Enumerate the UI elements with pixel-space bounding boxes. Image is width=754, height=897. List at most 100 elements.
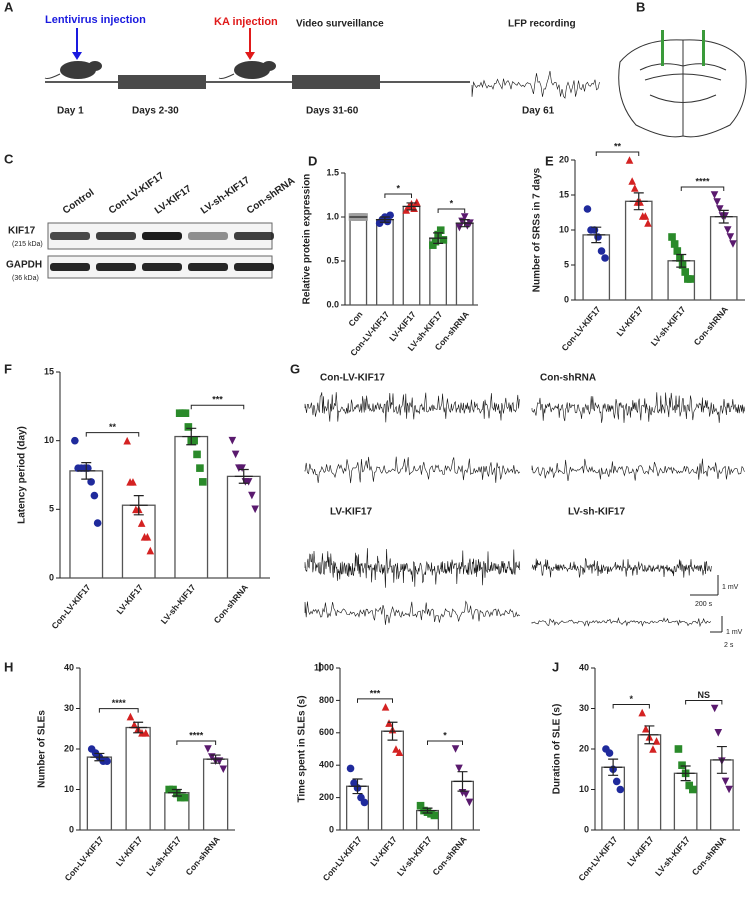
data-point [583,205,592,213]
data-point [641,212,650,220]
x-tick-label: LV-sh-KIF17 [649,304,688,348]
data-point [395,748,404,757]
day-label: Day 61 [522,106,555,117]
x-tick-label: LV-sh-KIF17 [144,834,183,878]
error-bar [429,232,448,244]
data-point [93,519,102,527]
data-point [143,533,152,541]
blot-row-label: KIF17 [8,226,36,237]
lfp-trace [531,392,746,423]
band [188,263,228,271]
y-axis-label: Time spent in SLEs (s) [297,695,308,802]
error-bar [402,202,421,211]
y-axis-label: Relative protein expression [302,174,313,305]
lane-label: LV-sh-KIF17 [199,175,252,217]
day-label: Day 1 [57,106,84,117]
y-tick-label: 10 [579,784,589,794]
brain-section [618,30,747,138]
band [142,263,182,271]
trace-title: Con-shRNA [540,373,596,384]
lfp-trace [531,617,712,628]
sig-bracket [190,404,245,410]
y-tick-label: 20 [559,154,569,164]
lane-label: Control [61,187,97,217]
data-point [638,708,646,717]
sig-label: * [443,730,447,740]
data-point [190,436,198,445]
sig-bracket [612,704,650,709]
data-point [385,719,393,727]
error-bar [206,754,225,764]
band [50,263,90,271]
x-tick-label: Con-shRNA [184,834,222,877]
sig-bracket [98,708,139,713]
sig-bracket [384,193,412,199]
lfp-trace [304,600,520,625]
sig-label: * [396,183,400,193]
error-bar [629,192,648,211]
x-tick-label: Con-LV-KIF17 [321,834,364,883]
band [188,232,228,240]
mouse-icon [218,61,276,79]
data-point [455,223,464,232]
data-point [439,236,448,244]
event-label: Lentivirus injection [45,14,146,26]
data-point [381,703,390,711]
band [96,232,136,240]
x-tick-label: Con-LV-KIF17 [63,834,106,883]
bar [349,216,368,306]
data-point [601,254,609,262]
data-point [649,745,657,753]
y-tick-label: 1.5 [326,167,339,177]
day-label: Days 31-60 [306,106,359,117]
data-point [460,213,469,221]
y-tick-label: 15 [559,189,569,199]
scale-label: 200 s [695,601,713,608]
x-tick-label: Con [346,309,364,328]
y-tick-label: 15 [44,366,54,376]
sig-bracket [680,186,725,191]
y-tick-label: 200 [319,792,334,802]
data-point [126,712,135,721]
data-point [644,219,652,227]
panel-label: D [308,153,317,168]
error-bar [90,752,109,762]
sig-bracket [427,740,463,745]
y-tick-label: 400 [319,760,334,770]
lfp-trace [304,548,521,588]
sig-label: *** [212,395,223,405]
data-point [165,785,173,794]
bar [709,216,738,301]
band [142,232,182,240]
data-point [228,436,237,445]
x-tick-label: LV-KIF17 [114,582,145,616]
trace-title: LV-sh-KIF17 [568,507,625,518]
panel-label: H [4,659,13,674]
y-tick-label: 5 [564,259,569,269]
sig-bracket [595,151,640,156]
error-bar [129,721,148,734]
sig-label: **** [695,176,710,186]
data-point [123,436,131,445]
sig-label: *** [370,688,381,698]
data-point [597,247,606,255]
data-point [686,275,695,283]
y-tick-label: 30 [64,703,74,713]
data-point [689,785,697,794]
error-bar [640,725,659,745]
data-point [181,409,190,417]
data-point [137,519,146,527]
bar [402,205,421,306]
period-bar [118,75,206,89]
bar [624,200,653,301]
y-axis-label: Number of SRSs in 7 days [532,167,543,292]
data-point [455,764,463,773]
data-point [346,764,355,773]
data-point [652,737,661,745]
sig-label: * [629,694,633,704]
data-point [360,798,369,807]
error-bar [604,758,623,776]
x-tick-label: LV-sh-KIF17 [653,834,692,878]
bar [637,734,662,831]
data-point [199,478,207,486]
